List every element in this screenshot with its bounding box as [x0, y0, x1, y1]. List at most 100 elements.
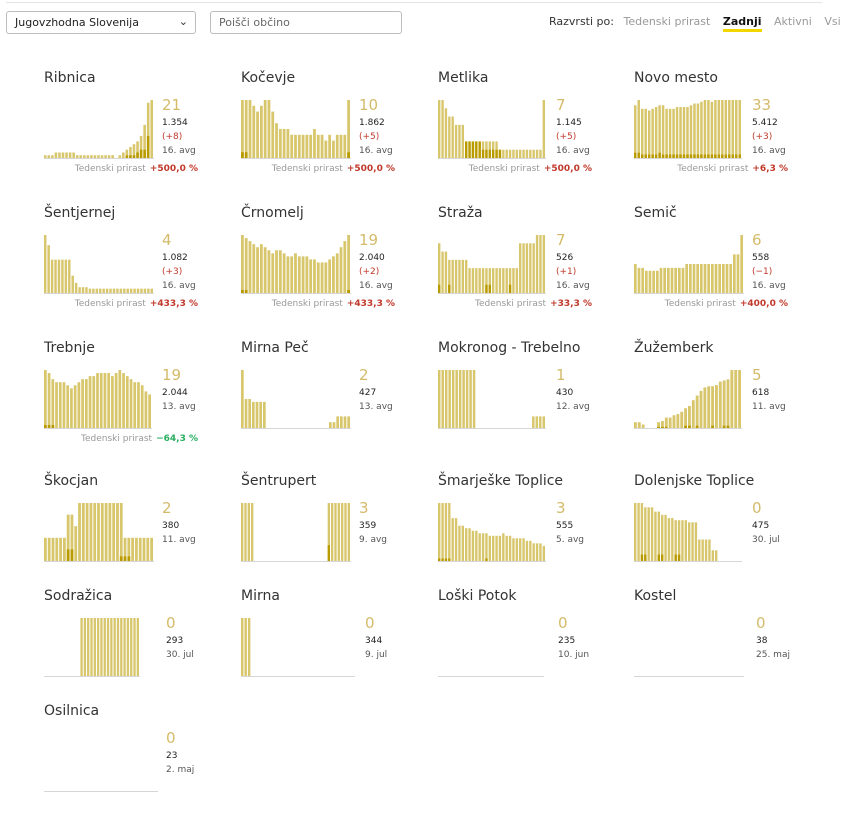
chart-bar: [150, 537, 153, 561]
chart-bar: [704, 539, 708, 561]
chart-bar: [735, 100, 738, 158]
chart-bar: [150, 288, 153, 293]
municipality-card[interactable]: Mirna Peč 2 427 13. avg: [241, 340, 431, 465]
cases-bar-chart: [438, 676, 544, 677]
chart-bar: [248, 100, 252, 158]
municipality-card[interactable]: Kočevje 10 1.862 (+5) 16. avg Tedenski priras…: [241, 70, 431, 195]
municipality-card[interactable]: Straža 7 526 (+1) 16. avg Tedenski prirast +33…: [438, 205, 628, 330]
sort-bar: Razvrsti po: Tedenski prirast Zadnji Akt…: [549, 15, 849, 32]
sort-option-weekly-growth[interactable]: Tedenski prirast: [623, 15, 711, 28]
chart-bar: [461, 259, 465, 293]
chart-bar: [85, 287, 88, 293]
chart-bar: [129, 288, 133, 293]
municipality-card[interactable]: Ribnica 21 1.354 (+8) 16. avg Tedenski priras…: [44, 70, 234, 195]
cases-bar-chart: [44, 100, 154, 159]
municipality-card[interactable]: Šentrupert 3 359 9. avg: [241, 473, 431, 598]
latest-cases-value: 3: [359, 499, 369, 517]
municipality-card[interactable]: Osilnica 0 23 2. maj: [44, 703, 234, 828]
sort-option-active[interactable]: Aktivni: [774, 15, 812, 28]
chart-bar: [645, 270, 648, 293]
chart-bar: [247, 618, 251, 676]
chart-bar: [290, 134, 294, 158]
chart-bar: [286, 129, 290, 158]
sort-option-latest[interactable]: Zadnji: [722, 15, 762, 32]
chart-bar: [498, 535, 502, 561]
municipality-name: Kostel: [634, 588, 677, 604]
chart-bar: [640, 108, 644, 158]
municipality-card[interactable]: Loški Potok 0 235 10. jun: [438, 588, 628, 713]
chevron-down-icon: ⌄: [178, 15, 188, 28]
chart-bar: [105, 288, 109, 293]
municipality-name: Trebnje: [44, 340, 95, 356]
chart-bar: [663, 267, 666, 293]
chart-bar: [726, 379, 730, 428]
chart-bar: [525, 149, 529, 158]
chart-bar: [62, 382, 66, 428]
chart-bar: [114, 373, 118, 428]
chart-bar: [251, 503, 254, 561]
chart-bar: [529, 149, 532, 158]
chart-bar-highlight: [647, 154, 651, 158]
sort-option-all[interactable]: Vsi: [824, 15, 841, 28]
municipality-card[interactable]: Šmarješke Toplice 3 555 5. avg: [438, 473, 628, 598]
chart-bar: [688, 522, 691, 561]
chart-bar: [512, 538, 515, 561]
chart-bar: [664, 514, 667, 561]
municipality-card[interactable]: Metlika 7 1.145 (+5) 16. avg Tedenski prirast…: [438, 70, 628, 195]
latest-cases-value: 19: [359, 231, 379, 249]
chart-bar: [707, 100, 710, 158]
chart-bar: [740, 235, 743, 293]
weekly-growth-label: Tedenski prirast: [475, 299, 547, 309]
cases-bar-chart: [634, 100, 742, 159]
chart-bar: [81, 287, 85, 293]
chart-bar: [444, 108, 448, 158]
chart-bar: [539, 543, 542, 561]
chart-bar: [125, 149, 129, 158]
municipality-card[interactable]: Šentjernej 4 1.082 (+3) 16. avg Tedenski prir…: [44, 205, 234, 330]
weekly-growth: Tedenski prirast +500,0 %: [469, 164, 592, 174]
chart-bar: [241, 618, 244, 676]
weekly-growth-value: +433,3 %: [149, 299, 198, 309]
chart-bar: [717, 100, 721, 158]
municipality-card[interactable]: Mirna 0 344 9. jul: [241, 588, 431, 713]
chart-bar: [99, 288, 102, 293]
region-select[interactable]: Jugovzhodna Slovenija ⌄: [6, 11, 196, 34]
municipality-card[interactable]: Žužemberk 5 618 11. avg: [634, 340, 824, 465]
municipality-card[interactable]: Škocjan 2 380 11. avg: [44, 473, 234, 598]
chart-bar: [451, 518, 454, 561]
chart-bar: [316, 262, 320, 293]
chart-bar: [715, 385, 718, 428]
chart-bar: [62, 537, 66, 561]
chart-bar: [58, 382, 62, 428]
municipality-card[interactable]: Črnomelj 19 2.040 (+2) 16. avg Tedenski prira…: [241, 205, 431, 330]
chart-bar: [44, 370, 47, 428]
municipality-card[interactable]: Mokronog - Trebelno 1 430 12. avg: [438, 340, 628, 465]
municipality-card[interactable]: Sodražica 0 293 30. jul: [44, 588, 234, 713]
chart-bar-highlight: [721, 154, 724, 158]
chart-bar: [85, 503, 89, 561]
chart-bar-highlight: [707, 154, 710, 158]
municipality-card[interactable]: Dolenjske Toplice 0 475 30. jul: [634, 473, 824, 598]
municipality-card[interactable]: Kostel 0 38 25. maj: [634, 588, 824, 713]
chart-bar: [535, 149, 539, 158]
municipality-card[interactable]: Trebnje 19 2.044 13. avg Tedenski prirast −64…: [44, 340, 234, 465]
municipality-card[interactable]: Novo mesto 33 5.412 (+3) 16. avg Tedenski pri…: [634, 70, 824, 195]
chart-bar: [79, 155, 83, 158]
last-case-date: 25. maj: [756, 650, 790, 660]
chart-bar: [652, 270, 655, 293]
chart-bar: [691, 522, 694, 561]
chart-bar: [478, 268, 481, 293]
chart-bar: [90, 618, 93, 676]
chart-bar: [689, 264, 692, 293]
chart-bar: [133, 382, 137, 428]
last-case-date: 12. avg: [556, 402, 590, 412]
chart-bar: [47, 373, 51, 428]
chart-bar: [328, 259, 332, 293]
chart-bar: [339, 134, 343, 158]
search-input[interactable]: [210, 11, 402, 34]
chart-bar-highlight: [125, 155, 129, 158]
chart-bar: [661, 514, 664, 561]
municipality-card[interactable]: Semič 6 558 (−1) 16. avg Tedenski prirast +400…: [634, 205, 824, 330]
latest-cases-value: 3: [556, 499, 566, 517]
chart-bar-highlight: [710, 154, 714, 158]
